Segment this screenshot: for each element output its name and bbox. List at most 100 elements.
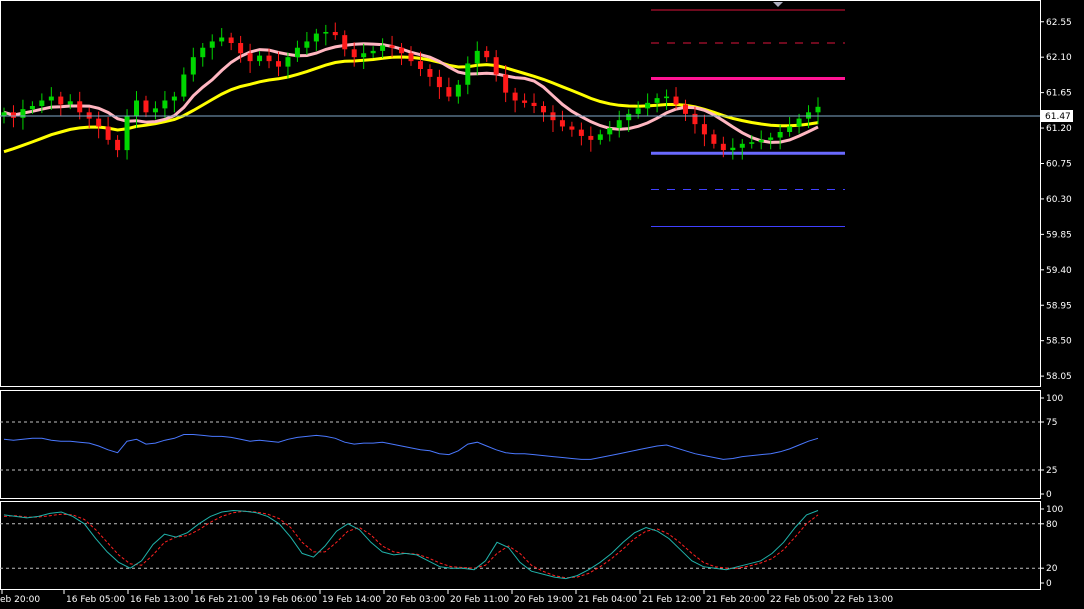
rsi-tick-label: 100 (1046, 394, 1063, 404)
candle-body (436, 76, 442, 88)
candle-body (332, 31, 338, 36)
candle-body (408, 53, 414, 62)
candle-body (503, 74, 509, 93)
candle-body (209, 41, 215, 48)
candle-body (417, 61, 423, 69)
candle-body (739, 143, 745, 148)
time-tick-label: 21 Feb 04:00 (578, 595, 637, 605)
candle-body (370, 50, 376, 54)
current-price-tag: 61.47 (1045, 112, 1071, 122)
candle-body (559, 120, 565, 127)
time-tick-label: eb 20:00 (0, 595, 40, 605)
candle-body (399, 47, 405, 54)
rsi-pane-frame (0, 390, 1041, 499)
candle-body (96, 118, 102, 127)
stochastic-pane[interactable]: 100 80 20 0 (0, 501, 1063, 590)
candle-body (626, 113, 632, 121)
candle-body (815, 106, 821, 113)
candle-body (77, 101, 83, 113)
time-tick-label: 21 Feb 12:00 (642, 595, 701, 605)
candle-body (285, 57, 291, 67)
candle-body (806, 112, 812, 119)
candle-body (389, 45, 395, 48)
candle-body (86, 112, 92, 119)
candle-body (304, 41, 310, 48)
stochastic-tick-label: 80 (1046, 520, 1058, 530)
price-tick-label: 60.30 (1046, 195, 1072, 205)
candle-body (692, 113, 698, 125)
candle-body (446, 87, 452, 97)
price-tick-label: 58.05 (1046, 372, 1072, 382)
candle-body (1, 112, 7, 117)
stochastic-lines (0, 509, 1040, 580)
candle-body (58, 96, 64, 105)
candle-body (143, 100, 149, 113)
candle-body (484, 50, 490, 58)
candle-body (512, 92, 518, 101)
candle-body (200, 47, 206, 58)
rsi-tick-label: 25 (1046, 466, 1057, 476)
current-price-marker: 61.47 (0, 110, 1073, 122)
candle-body (664, 96, 670, 99)
stochastic-tick-label: 20 (1046, 564, 1058, 574)
price-tick-label: 62.55 (1046, 18, 1072, 28)
rsi-tick-label: 75 (1046, 418, 1057, 428)
time-tick-label: 22 Feb 05:00 (770, 595, 829, 605)
candle-body (247, 53, 253, 62)
price-axis: 62.55 62.10 61.65 61.20 60.75 60.30 59.85 59.40… (1040, 18, 1072, 382)
candle-body (67, 101, 73, 105)
candle-body (682, 104, 688, 114)
candle-body (635, 108, 641, 114)
candle-body (645, 102, 651, 109)
candle-body (124, 116, 130, 151)
time-tick-label: 20 Feb 19:00 (514, 595, 573, 605)
price-pane-frame (0, 0, 1041, 387)
candle-body (219, 37, 225, 42)
candle-body (351, 49, 357, 58)
candle-body (541, 106, 547, 113)
candle-body (342, 35, 348, 50)
time-tick-label: 22 Feb 13:00 (834, 595, 893, 605)
scroll-marker-icon[interactable] (773, 2, 783, 7)
current-price-tag-bg (1041, 110, 1073, 122)
candle-body (275, 61, 281, 67)
candle-body (569, 126, 575, 130)
stochastic-signal-line (3, 510, 819, 579)
candle-body (294, 47, 300, 58)
candle-body (39, 100, 45, 107)
time-tick-label: 16 Feb 05:00 (66, 595, 125, 605)
candle-body (48, 96, 54, 101)
candle-body (522, 100, 528, 103)
time-tick-label: 19 Feb 06:00 (258, 595, 317, 605)
price-tick-label: 58.50 (1046, 337, 1072, 347)
candle-body (162, 100, 168, 109)
stochastic-main-line (3, 509, 819, 580)
candle-body (427, 69, 433, 77)
rsi-axis: 100 75 25 0 (1040, 394, 1063, 500)
candle-body (493, 57, 499, 75)
candle-body (796, 118, 802, 127)
rsi-pane[interactable]: 100 75 25 0 (0, 390, 1063, 501)
rsi-series-line (3, 434, 819, 460)
price-tick-label: 59.40 (1046, 266, 1072, 276)
candle-body (10, 112, 16, 118)
candle-body (181, 74, 187, 97)
rsi-tick-label: 0 (1046, 490, 1052, 500)
candle-body (238, 43, 244, 54)
candle-body (578, 129, 584, 136)
time-tick-label: 19 Feb 14:00 (322, 595, 381, 605)
stochastic-tick-label: 0 (1046, 579, 1052, 589)
candle-body (474, 50, 480, 64)
candle-body (616, 120, 622, 129)
candle-body (777, 132, 783, 138)
candle-body (758, 139, 764, 143)
candle-body (380, 45, 386, 51)
candle-body (228, 37, 234, 44)
rsi-line (0, 421, 1040, 471)
price-pane[interactable]: 62.55 62.10 61.65 61.20 60.75 60.30 59.85 59.40… (0, 0, 1073, 387)
candles (1, 22, 821, 160)
price-tick-label: 62.10 (1046, 53, 1072, 63)
candle-body (588, 135, 594, 140)
